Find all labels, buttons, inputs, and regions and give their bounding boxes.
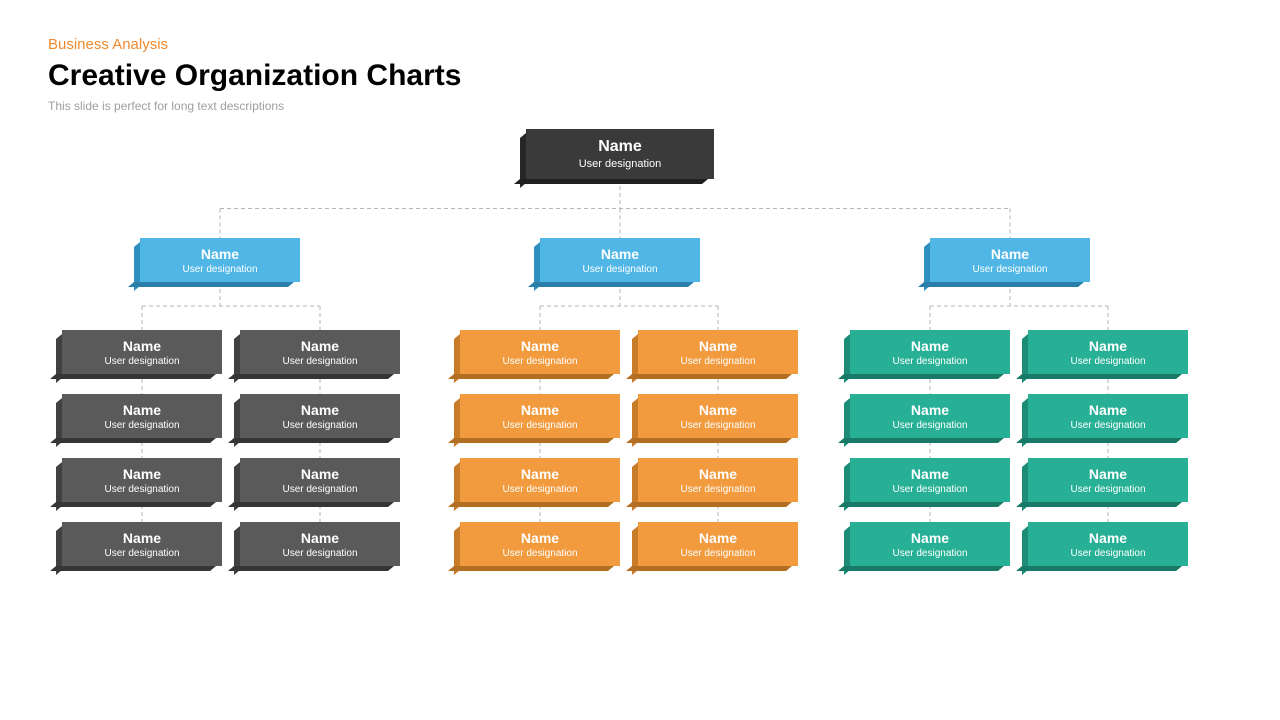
node-designation: User designation [502, 548, 577, 559]
leaf-node-2-1: Name User designation [460, 394, 620, 438]
leaf-node-0-0: Name User designation [62, 330, 222, 374]
node-designation: User designation [680, 548, 755, 559]
node-name: Name [601, 246, 639, 262]
node-designation: User designation [892, 420, 967, 431]
leaf-node-5-3: Name User designation [1028, 522, 1188, 566]
node-designation: User designation [104, 356, 179, 367]
leaf-node-1-0: Name User designation [240, 330, 400, 374]
node-name: Name [598, 138, 642, 156]
leaf-node-3-0: Name User designation [638, 330, 798, 374]
node-name: Name [699, 402, 737, 418]
node-name: Name [911, 530, 949, 546]
node-designation: User designation [1070, 548, 1145, 559]
leaf-node-3-2: Name User designation [638, 458, 798, 502]
node-name: Name [123, 530, 161, 546]
node-name: Name [301, 466, 339, 482]
node-name: Name [1089, 530, 1127, 546]
leaf-node-2-0: Name User designation [460, 330, 620, 374]
node-name: Name [521, 402, 559, 418]
org-chart: Name User designation Name User designation… [0, 0, 1280, 720]
node-name: Name [521, 530, 559, 546]
mid-node-0: Name User designation [140, 238, 300, 282]
mid-node-2: Name User designation [930, 238, 1090, 282]
leaf-node-4-1: Name User designation [850, 394, 1010, 438]
node-designation: User designation [972, 264, 1047, 275]
root-node: Name User designation [526, 129, 714, 179]
node-name: Name [301, 402, 339, 418]
node-designation: User designation [104, 484, 179, 495]
leaf-node-5-0: Name User designation [1028, 330, 1188, 374]
node-designation: User designation [892, 484, 967, 495]
node-name: Name [911, 402, 949, 418]
node-designation: User designation [282, 356, 357, 367]
node-designation: User designation [1070, 420, 1145, 431]
node-designation: User designation [502, 484, 577, 495]
node-designation: User designation [282, 420, 357, 431]
leaf-node-1-2: Name User designation [240, 458, 400, 502]
leaf-node-1-3: Name User designation [240, 522, 400, 566]
mid-node-1: Name User designation [540, 238, 700, 282]
leaf-node-0-1: Name User designation [62, 394, 222, 438]
leaf-node-5-1: Name User designation [1028, 394, 1188, 438]
leaf-node-2-3: Name User designation [460, 522, 620, 566]
node-name: Name [991, 246, 1029, 262]
node-designation: User designation [282, 484, 357, 495]
node-name: Name [1089, 402, 1127, 418]
node-name: Name [301, 338, 339, 354]
leaf-node-0-2: Name User designation [62, 458, 222, 502]
node-name: Name [699, 530, 737, 546]
node-name: Name [699, 338, 737, 354]
leaf-node-3-3: Name User designation [638, 522, 798, 566]
node-name: Name [521, 466, 559, 482]
leaf-node-4-0: Name User designation [850, 330, 1010, 374]
node-designation: User designation [579, 158, 662, 170]
node-designation: User designation [680, 420, 755, 431]
node-name: Name [301, 530, 339, 546]
node-designation: User designation [104, 548, 179, 559]
leaf-node-3-1: Name User designation [638, 394, 798, 438]
node-name: Name [123, 338, 161, 354]
leaf-node-5-2: Name User designation [1028, 458, 1188, 502]
leaf-node-1-1: Name User designation [240, 394, 400, 438]
node-designation: User designation [282, 548, 357, 559]
node-name: Name [911, 338, 949, 354]
node-designation: User designation [1070, 484, 1145, 495]
node-name: Name [911, 466, 949, 482]
node-name: Name [123, 466, 161, 482]
node-name: Name [201, 246, 239, 262]
leaf-node-4-2: Name User designation [850, 458, 1010, 502]
node-name: Name [123, 402, 161, 418]
node-designation: User designation [680, 484, 755, 495]
leaf-node-2-2: Name User designation [460, 458, 620, 502]
node-designation: User designation [1070, 356, 1145, 367]
node-designation: User designation [502, 420, 577, 431]
node-name: Name [699, 466, 737, 482]
node-designation: User designation [582, 264, 657, 275]
leaf-node-4-3: Name User designation [850, 522, 1010, 566]
node-designation: User designation [680, 356, 755, 367]
node-designation: User designation [182, 264, 257, 275]
leaf-node-0-3: Name User designation [62, 522, 222, 566]
node-name: Name [1089, 466, 1127, 482]
node-designation: User designation [892, 356, 967, 367]
node-designation: User designation [502, 356, 577, 367]
node-name: Name [521, 338, 559, 354]
node-designation: User designation [892, 548, 967, 559]
node-name: Name [1089, 338, 1127, 354]
node-designation: User designation [104, 420, 179, 431]
